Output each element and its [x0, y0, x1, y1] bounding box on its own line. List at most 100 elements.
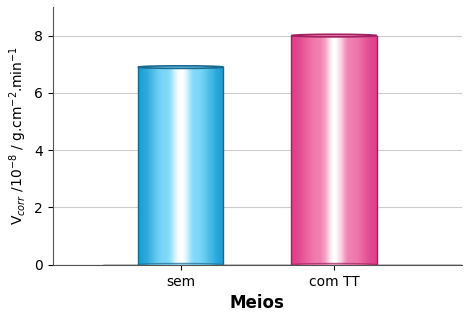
Bar	[362, 36, 363, 265]
Bar	[200, 67, 201, 265]
Bar	[141, 67, 143, 265]
Bar	[201, 66, 203, 68]
Bar	[215, 66, 217, 68]
Bar	[197, 67, 199, 265]
Bar	[138, 67, 139, 265]
Bar	[299, 36, 300, 265]
Ellipse shape	[292, 34, 377, 37]
Bar	[361, 36, 362, 265]
Bar	[365, 36, 366, 265]
Bar	[194, 66, 196, 68]
Bar	[148, 66, 150, 68]
Bar	[170, 66, 172, 68]
Bar	[214, 67, 215, 265]
Bar	[360, 36, 361, 265]
Bar	[333, 34, 334, 37]
Bar	[208, 66, 210, 68]
Bar	[146, 67, 148, 265]
Bar	[212, 67, 213, 265]
Bar	[366, 36, 367, 265]
Bar	[375, 34, 377, 37]
Bar	[138, 66, 140, 68]
Bar	[318, 36, 319, 265]
Bar	[296, 34, 298, 37]
Bar	[310, 34, 312, 37]
Bar	[356, 36, 358, 265]
Bar	[368, 34, 370, 37]
Bar	[170, 67, 171, 265]
Bar	[215, 67, 216, 265]
Bar	[344, 34, 346, 37]
Bar	[201, 67, 202, 265]
Bar	[312, 36, 313, 265]
Bar	[196, 66, 198, 68]
Bar	[331, 36, 332, 265]
Bar	[301, 36, 303, 265]
Bar	[325, 34, 327, 37]
Bar	[349, 34, 351, 37]
Bar	[210, 66, 212, 68]
Bar	[160, 66, 162, 68]
Bar	[339, 34, 341, 37]
Bar	[140, 66, 142, 68]
Bar	[145, 66, 147, 68]
Bar	[331, 34, 333, 37]
Bar	[332, 36, 333, 265]
Polygon shape	[78, 265, 469, 280]
Bar	[337, 36, 339, 265]
Bar	[324, 36, 325, 265]
Bar	[339, 36, 340, 265]
Bar	[308, 36, 309, 265]
Bar	[144, 67, 145, 265]
Bar	[336, 36, 338, 265]
Bar	[174, 67, 175, 265]
Bar	[217, 67, 218, 265]
Y-axis label: V$_{corr}$ /10$^{-8}$ / g.cm$^{-2}$.min$^{-1}$: V$_{corr}$ /10$^{-8}$ / g.cm$^{-2}$.min$…	[7, 47, 29, 225]
Bar	[156, 67, 157, 265]
Bar	[369, 36, 371, 265]
Bar	[376, 36, 377, 265]
Bar	[216, 66, 218, 68]
Bar	[158, 67, 159, 265]
Bar	[142, 67, 144, 265]
Bar	[157, 66, 159, 68]
Bar	[343, 34, 345, 37]
Bar	[221, 66, 223, 68]
Bar	[183, 67, 184, 265]
Bar	[302, 36, 303, 265]
Bar	[319, 34, 321, 37]
Bar	[191, 66, 193, 68]
Bar	[357, 36, 359, 265]
Bar	[179, 67, 180, 265]
Bar	[197, 67, 198, 265]
Bar	[322, 34, 324, 37]
Bar	[204, 67, 205, 265]
Bar	[321, 36, 323, 265]
Bar	[175, 66, 177, 68]
Bar	[188, 67, 189, 265]
Bar	[374, 36, 375, 265]
Bar	[338, 34, 340, 37]
Bar	[328, 36, 329, 265]
Bar	[211, 67, 212, 265]
Bar	[161, 67, 163, 265]
Bar	[350, 36, 351, 265]
Bar	[355, 36, 356, 265]
Bar	[360, 34, 362, 37]
Bar	[153, 67, 154, 265]
Bar	[167, 66, 169, 68]
Bar	[329, 34, 331, 37]
Bar	[153, 66, 155, 68]
Ellipse shape	[292, 263, 377, 266]
Bar	[315, 34, 317, 37]
Bar	[175, 67, 176, 265]
Bar	[149, 67, 150, 265]
Bar	[336, 34, 338, 37]
Bar	[139, 67, 140, 265]
Bar	[182, 67, 183, 265]
Bar	[141, 66, 143, 68]
Bar	[351, 36, 352, 265]
Bar	[303, 36, 304, 265]
Ellipse shape	[138, 66, 223, 68]
Bar	[375, 36, 376, 265]
